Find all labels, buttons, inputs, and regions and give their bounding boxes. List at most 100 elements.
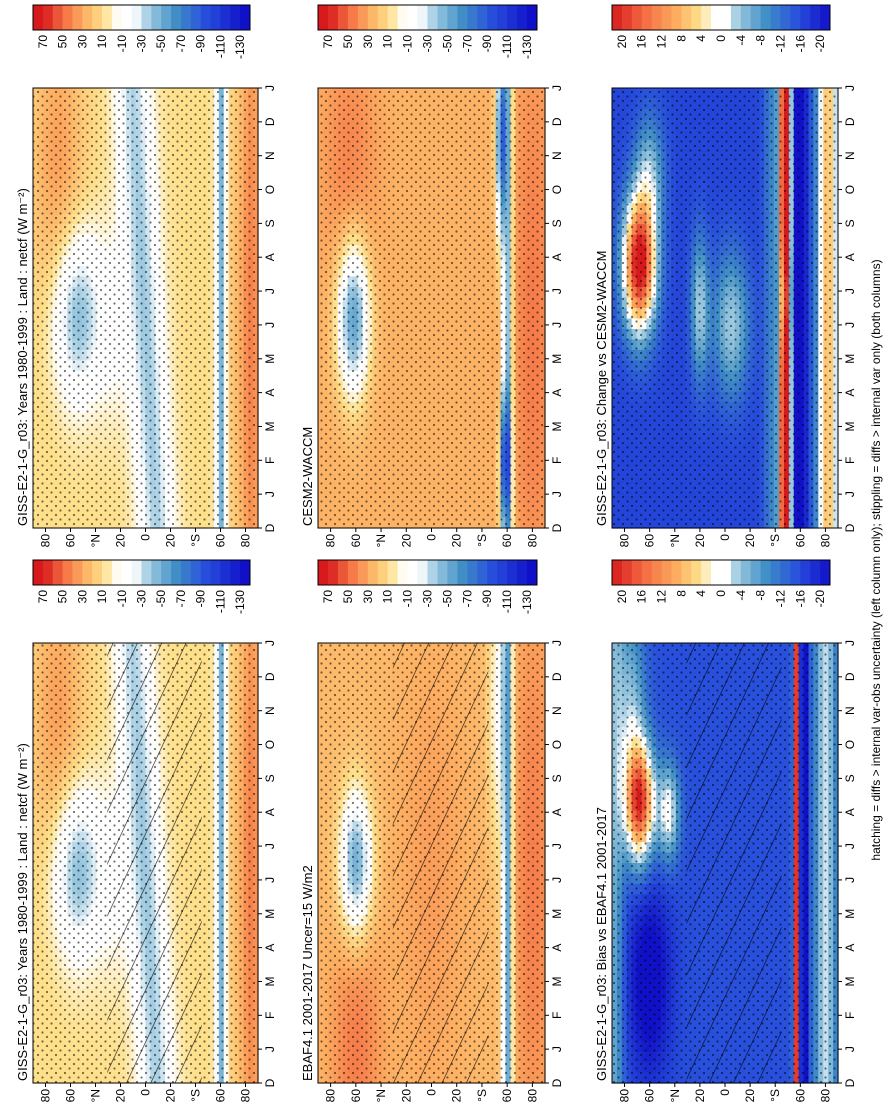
colorbar-label: -130 xyxy=(233,590,247,614)
colorbar-swatch xyxy=(102,560,113,585)
colorbar-label: -110 xyxy=(500,590,514,613)
hatching-overlay xyxy=(107,643,202,1083)
colorbar-label: -10 xyxy=(115,590,129,608)
colorbar-swatch xyxy=(347,560,359,585)
colorbar-swatch xyxy=(357,560,369,585)
colorbar-swatch xyxy=(210,560,221,585)
lat-tick-label: 80 xyxy=(239,1089,253,1103)
colorbar-label: 70 xyxy=(36,590,50,604)
colorbar-label: -130 xyxy=(520,590,534,614)
colorbar-swatch xyxy=(42,560,54,585)
colorbar-label: -90 xyxy=(480,590,494,608)
colorbar-swatch xyxy=(111,560,123,585)
colorbar-swatch xyxy=(161,560,172,585)
colorbar-swatch xyxy=(527,560,538,585)
colorbar-swatch xyxy=(92,560,103,585)
lat-tick-label: 0 xyxy=(139,1089,153,1096)
lat-tick-label: 0 xyxy=(425,1089,439,1096)
colorbar-swatch xyxy=(507,560,518,585)
panel-title: GISS-E2-1-G_r03: Years 1980-1999 : Land … xyxy=(15,743,30,1081)
hatching-overlay xyxy=(392,643,489,1083)
colorbar-swatch xyxy=(171,560,182,585)
colorbar-label: -70 xyxy=(460,590,474,608)
colorbar-swatch xyxy=(487,560,498,585)
colorbar-swatch xyxy=(497,560,508,585)
colorbar-label: -10 xyxy=(401,590,415,608)
colorbar-swatch xyxy=(52,560,64,585)
lat-tick-label: 80 xyxy=(525,1089,539,1103)
month-tick-label: D xyxy=(263,672,277,681)
month-tick-label: A xyxy=(263,944,277,952)
colorbar-swatch xyxy=(437,560,448,585)
colorbar-swatch xyxy=(517,560,528,585)
lat-tick-label: 20 xyxy=(114,1089,128,1103)
month-tick-label: J xyxy=(263,640,277,646)
colorbar-swatch xyxy=(180,560,192,585)
colorbar-swatch xyxy=(327,560,339,585)
month-tick-label: A xyxy=(263,808,277,816)
colorbar: 70 50 30 10 -10 -30 -50 -70 -90 -110 -130 xyxy=(317,559,538,614)
colorbar-frame xyxy=(32,559,251,586)
colorbar-label: -110 xyxy=(213,590,227,613)
lat-tick-label: 20 xyxy=(450,1089,464,1103)
colorbar-swatch xyxy=(417,560,428,585)
colorbar: 70 50 30 10 -10 -30 -50 -70 -90 -110 -130 xyxy=(32,559,251,614)
colorbar-swatch xyxy=(190,560,202,585)
month-tick-label: A xyxy=(550,944,564,952)
month-tick-label: M xyxy=(550,909,564,919)
colorbar-label: 10 xyxy=(95,590,109,604)
month-tick-label: J xyxy=(263,1046,277,1052)
month-tick-label: F xyxy=(550,1012,564,1019)
month-tick-label: S xyxy=(550,774,564,782)
colorbar-swatch xyxy=(220,560,231,585)
month-tick-label: O xyxy=(263,740,277,749)
lat-tick-label: 60 xyxy=(500,1089,514,1103)
month-tick-label: M xyxy=(550,976,564,986)
colorbar-label: -30 xyxy=(421,590,435,608)
colorbar-swatch xyxy=(230,560,241,585)
month-tick-label: M xyxy=(263,909,277,919)
lat-tick-label: °N xyxy=(89,1089,103,1102)
colorbar-swatch xyxy=(457,560,468,585)
lat-tick-label: °S xyxy=(475,1089,489,1102)
month-tick-label: S xyxy=(263,774,277,782)
colorbar-label: 30 xyxy=(75,590,89,604)
colorbar-swatch xyxy=(337,560,349,585)
lat-tick-label: 60 xyxy=(349,1089,363,1103)
month-tick-label: J xyxy=(550,640,564,646)
colorbar-swatch xyxy=(141,560,152,585)
lat-tick-label: 20 xyxy=(164,1089,178,1103)
colorbar-swatch xyxy=(240,560,251,585)
month-tick-label: F xyxy=(263,1012,277,1019)
colorbar-swatch xyxy=(62,560,73,585)
colorbar-swatch xyxy=(151,560,162,585)
colorbar-swatch xyxy=(427,560,438,585)
colorbar-swatch xyxy=(467,560,478,585)
colorbar-swatch xyxy=(367,560,379,585)
month-tick-label: N xyxy=(263,706,277,715)
colorbar-label: 30 xyxy=(361,590,375,604)
lat-tick-label: 20 xyxy=(399,1089,413,1103)
colorbar-swatch xyxy=(72,560,83,585)
colorbar-label: 50 xyxy=(341,590,355,604)
colorbar-swatch xyxy=(33,560,44,585)
colorbar-swatch xyxy=(407,560,419,585)
colorbar-label: -70 xyxy=(174,590,188,608)
colorbar-label: 10 xyxy=(381,590,395,604)
month-tick-label: J xyxy=(263,843,277,849)
colorbar-swatch xyxy=(121,560,133,585)
colorbar-swatch xyxy=(387,560,399,585)
colorbar-label: 70 xyxy=(321,590,335,604)
colorbar-swatch xyxy=(477,560,488,585)
month-tick-label: D xyxy=(550,672,564,681)
panel-title: EBAF4.1 2001-2017 Uncer=15 W/m2 xyxy=(300,865,315,1081)
month-tick-label: O xyxy=(550,740,564,749)
lat-tick-label: °N xyxy=(374,1089,388,1102)
colorbar-swatch xyxy=(82,560,93,585)
colorbar-label: -50 xyxy=(440,590,454,608)
colorbar-swatch xyxy=(377,560,389,585)
colorbar-label: -30 xyxy=(135,590,149,608)
lat-tick-label: 80 xyxy=(39,1089,53,1103)
